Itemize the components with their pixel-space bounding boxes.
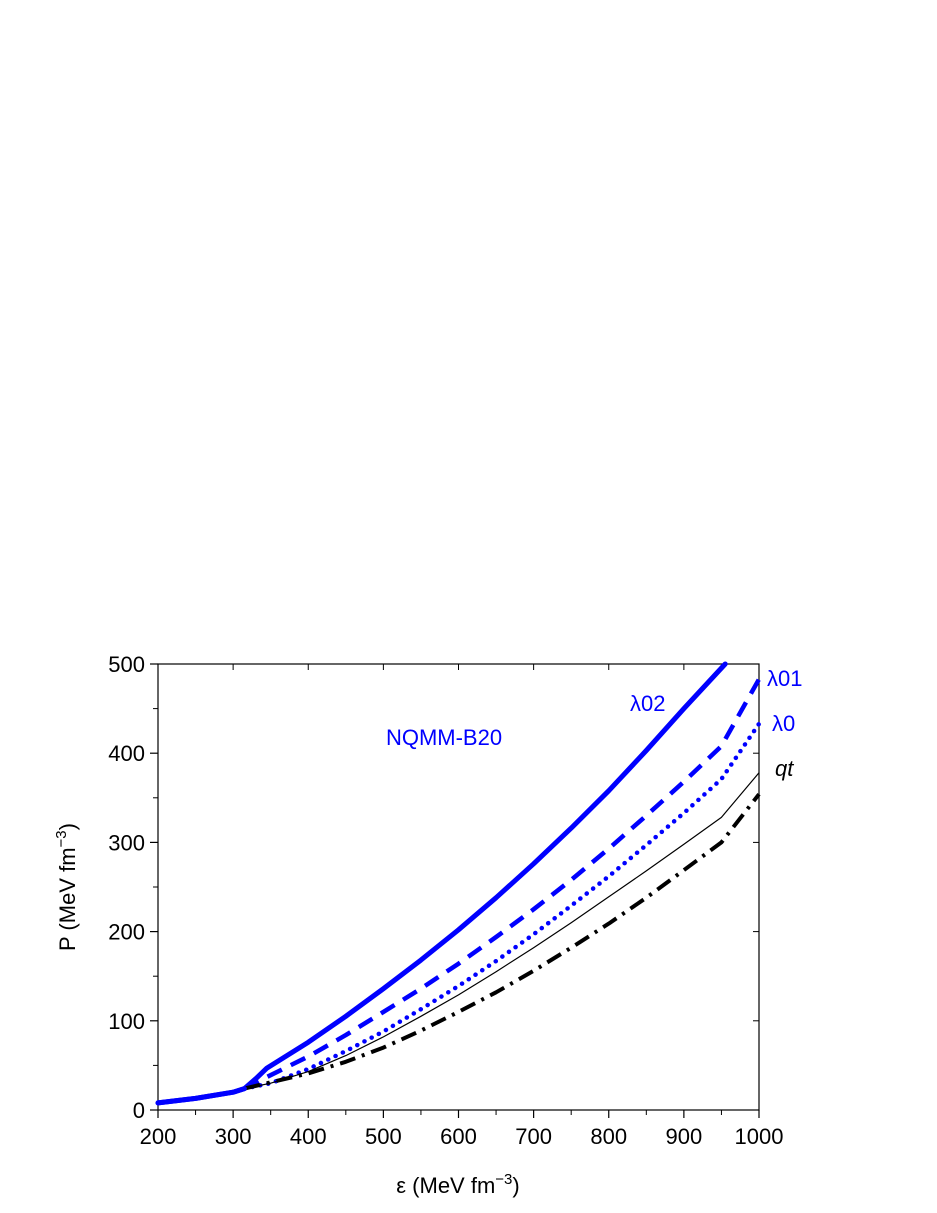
x-tick-label: 600 xyxy=(440,1124,477,1149)
series-label-2: λ0 xyxy=(772,711,795,736)
x-axis-title-prefix: ε (MeV fm xyxy=(396,1173,495,1198)
series-line-3 xyxy=(244,772,760,1090)
chart-annotation: NQMM-B20 xyxy=(386,725,502,750)
series-label-0: λ02 xyxy=(630,691,665,716)
y-axis-title-suffix: ) xyxy=(55,823,80,830)
x-tick-label: 200 xyxy=(140,1124,177,1149)
x-tick-label: 1000 xyxy=(735,1124,784,1149)
series-label-1: λ01 xyxy=(767,666,802,691)
y-tick-label: 500 xyxy=(108,652,145,677)
series-line-5 xyxy=(155,1086,247,1106)
y-axis-title: P (MeV fm−3) xyxy=(53,823,80,951)
series-label-3: qt xyxy=(775,756,794,781)
y-tick-label: 0 xyxy=(133,1098,145,1123)
x-tick-label: 900 xyxy=(666,1124,703,1149)
series-line-2 xyxy=(242,721,762,1091)
x-axis-title: ε (MeV fm−3) xyxy=(396,1171,519,1198)
x-axis-title-suffix: ) xyxy=(512,1173,519,1198)
series-line-1 xyxy=(243,678,761,1091)
y-tick-label: 400 xyxy=(108,741,145,766)
y-axis-title-sup: −3 xyxy=(53,830,70,847)
axis-ticks xyxy=(150,663,760,1118)
series-lines xyxy=(155,661,762,1106)
y-axis-title-prefix: P (MeV fm xyxy=(55,847,80,951)
series-labels: λ02 λ01 λ0 qt xyxy=(630,666,802,781)
axis-tick-labels: 200 300 400 500 600 700 800 900 1000 0 100 200 300 40… xyxy=(108,652,783,1149)
y-tick-label: 300 xyxy=(108,830,145,855)
x-tick-label: 700 xyxy=(515,1124,552,1149)
y-tick-label: 200 xyxy=(108,920,145,945)
x-tick-label: 400 xyxy=(290,1124,327,1149)
series-line-4 xyxy=(243,792,761,1091)
y-tick-label: 100 xyxy=(108,1009,145,1034)
x-tick-label: 300 xyxy=(215,1124,252,1149)
x-axis-title-sup: −3 xyxy=(495,1171,512,1188)
x-tick-label: 500 xyxy=(365,1124,402,1149)
x-tick-label: 800 xyxy=(590,1124,627,1149)
